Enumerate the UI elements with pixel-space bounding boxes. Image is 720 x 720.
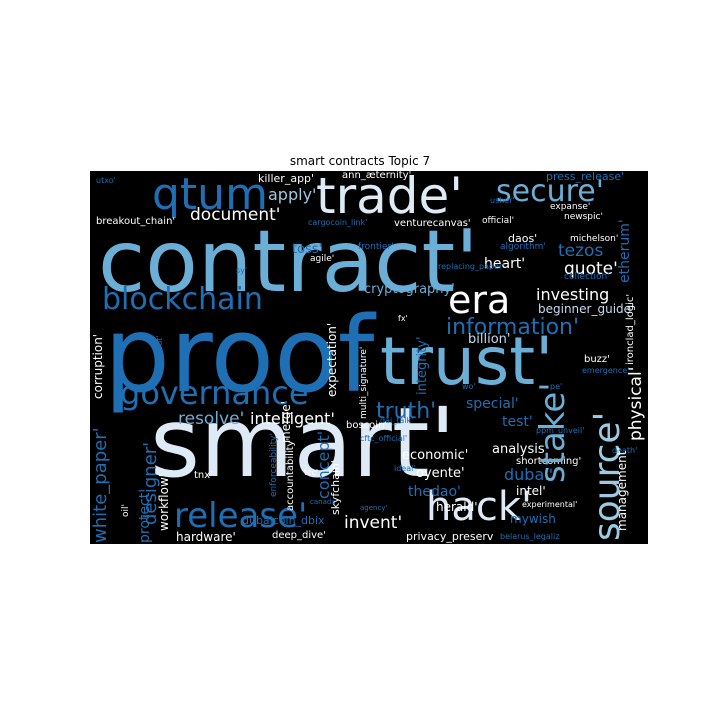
word: test': [502, 414, 533, 430]
word: trade': [316, 171, 464, 225]
word: ann_æternity': [342, 171, 412, 181]
word: white_paper': [90, 427, 111, 543]
word: qtum: [152, 171, 268, 220]
word: wo': [462, 382, 476, 391]
word: intel': [516, 484, 546, 498]
word: apply': [268, 185, 317, 204]
word: buzz': [584, 354, 610, 365]
word: oyente': [416, 466, 465, 481]
word: tcc': [304, 468, 319, 477]
word: tezos: [558, 241, 604, 261]
word: utxo': [96, 176, 116, 185]
word: proof: [104, 294, 375, 416]
word: intelligent': [250, 409, 335, 428]
word: canada': [310, 498, 338, 506]
word: billion': [468, 332, 511, 347]
word: contract': [98, 212, 479, 312]
word: economic': [402, 448, 469, 463]
word: press_release': [546, 171, 625, 183]
word: analysis': [492, 442, 549, 457]
word: integrity': [415, 336, 430, 395]
word: cargocoin_link': [308, 218, 368, 227]
word: governance: [120, 374, 309, 412]
word: usher': [490, 196, 515, 205]
word: sy': [236, 266, 248, 275]
word: dubai': [504, 465, 554, 484]
word: rdbut': [155, 335, 164, 359]
word: deep_dive': [272, 530, 326, 541]
word: death': [612, 446, 638, 455]
word: multi_signature': [359, 346, 369, 419]
word: venturecanvas': [394, 218, 471, 229]
chart-title: smart contracts Topic 7: [289, 154, 431, 168]
word: privacy_preserv: [406, 530, 494, 543]
word: dubaicoin_dbix: [242, 514, 325, 527]
word: protect': [137, 488, 153, 543]
word: replacing_paper': [438, 262, 505, 271]
word: shortcoming': [516, 456, 582, 467]
word: frontier': [358, 242, 394, 252]
word: cryptography': [364, 282, 455, 297]
word: dai_talk': [380, 416, 414, 425]
word: physical': [626, 366, 646, 441]
word: fx': [398, 314, 408, 323]
word: document': [190, 205, 281, 225]
word: agency': [360, 504, 388, 512]
word: heart': [484, 256, 526, 272]
word: ironclad_logic': [625, 293, 636, 365]
word: newspic': [564, 212, 603, 222]
word: truth': [376, 399, 437, 424]
word: killer_app': [258, 172, 315, 185]
word: information': [446, 315, 580, 340]
word: collection': [564, 272, 610, 282]
word: hardware': [176, 530, 236, 544]
word: secure': [496, 174, 604, 209]
word: beginner_guide': [538, 302, 635, 316]
word: hack': [426, 484, 533, 530]
word: workflow': [157, 473, 171, 531]
word: investing: [536, 285, 610, 304]
word: release': [174, 496, 308, 536]
word: resolve': [178, 409, 245, 429]
word: herald': [436, 500, 478, 514]
word: algorithm': [500, 242, 546, 252]
word: quote': [564, 259, 618, 279]
word: skyfchain': [329, 460, 342, 515]
word: cftc_official': [360, 434, 408, 443]
word: special': [466, 396, 519, 412]
word: boscoin': [346, 420, 388, 431]
word: etherum': [617, 219, 633, 283]
word: daos': [508, 232, 538, 245]
word: expectation': [325, 322, 339, 397]
word: trust': [380, 323, 554, 400]
word: smart': [150, 387, 456, 499]
word: ideal': [394, 464, 416, 473]
word: era: [448, 278, 511, 322]
word: oil': [121, 504, 131, 517]
word: accountability': [285, 437, 296, 511]
word: michelson': [570, 234, 619, 244]
word: toss': [292, 242, 323, 257]
word: blockchain: [102, 282, 263, 317]
word: invent': [344, 513, 403, 533]
word: breakout_chain': [96, 216, 176, 227]
word: corruption': [91, 333, 105, 399]
word: mywish: [510, 512, 556, 526]
word: emergence': [582, 366, 630, 375]
word: experimental': [522, 500, 578, 509]
word: enforceability': [269, 433, 279, 497]
word: belarus_legaliz: [500, 532, 560, 541]
word: management': [615, 447, 629, 531]
word: agile': [310, 254, 335, 264]
word: expanse': [550, 202, 591, 212]
word: pe': [550, 382, 563, 391]
word: stake': [533, 382, 573, 483]
word: thedao': [408, 484, 461, 500]
word: tnx': [194, 470, 213, 481]
word: ppm_unveil': [536, 426, 585, 435]
word: official': [482, 216, 515, 226]
word-cloud: contract' proof smart' trust' trade' qtu…: [90, 171, 648, 544]
word: merge': [279, 400, 293, 443]
